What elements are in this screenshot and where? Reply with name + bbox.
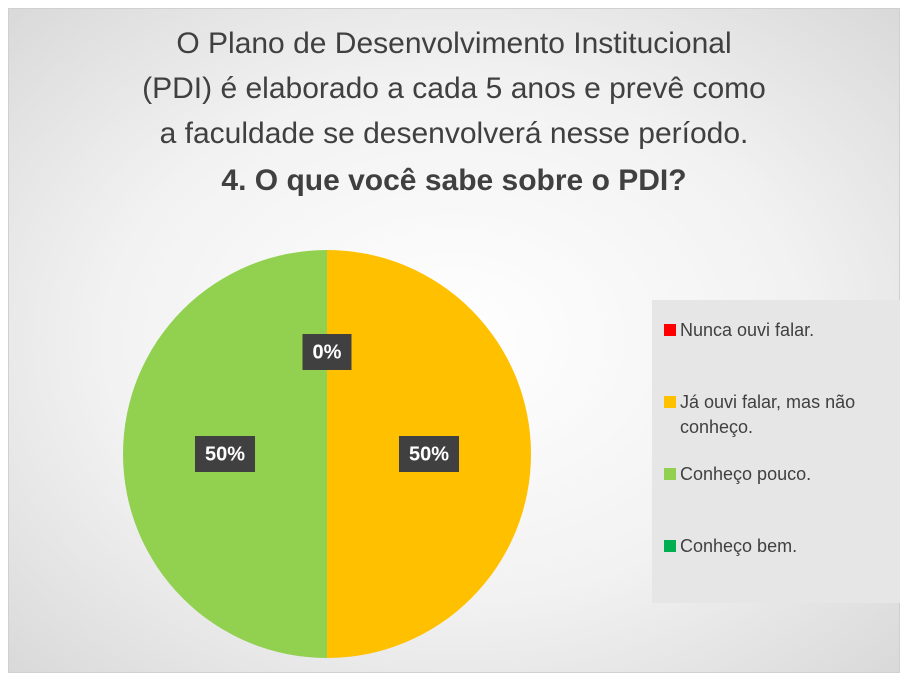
legend-item: Conheço pouco. [664, 462, 892, 534]
legend-swatch [664, 324, 676, 336]
legend-label: Conheço pouco. [680, 464, 812, 484]
legend-swatch [664, 540, 676, 552]
data-label [398, 436, 460, 472]
data-label-box [398, 436, 460, 472]
chart-title: O Plano de Desenvolvimento Institucional [176, 27, 731, 60]
legend-label: Nunca ouvi falar. [680, 320, 815, 340]
chart-title: a faculdade se desenvolverá nesse períod… [160, 117, 749, 150]
legend-item: Conheço bem. [664, 534, 892, 606]
chart-title: (PDI) é elaborado a cada 5 anos e prevê … [142, 72, 766, 105]
data-label-box [194, 436, 256, 472]
legend: Nunca ouvi falar. Já ouvi falar, mas não … [652, 300, 900, 603]
legend-label: Conheço bem. [680, 536, 798, 556]
legend-swatch [664, 396, 676, 408]
data-label-text: 50% [205, 443, 245, 465]
chart-subtitle: 4. O que você sabe sobre o PDI? [221, 164, 686, 197]
data-label-box [302, 334, 352, 370]
legend-item: Já ouvi falar, mas não conheço. [664, 390, 892, 462]
legend-label: Já ouvi falar, mas não conheço. [680, 392, 856, 437]
data-label [302, 334, 352, 370]
data-label-text: 50% [409, 443, 449, 465]
data-label [194, 436, 256, 472]
legend-swatch [664, 468, 676, 480]
data-label-text: 0% [313, 341, 342, 363]
legend-item: Nunca ouvi falar. [664, 318, 892, 390]
